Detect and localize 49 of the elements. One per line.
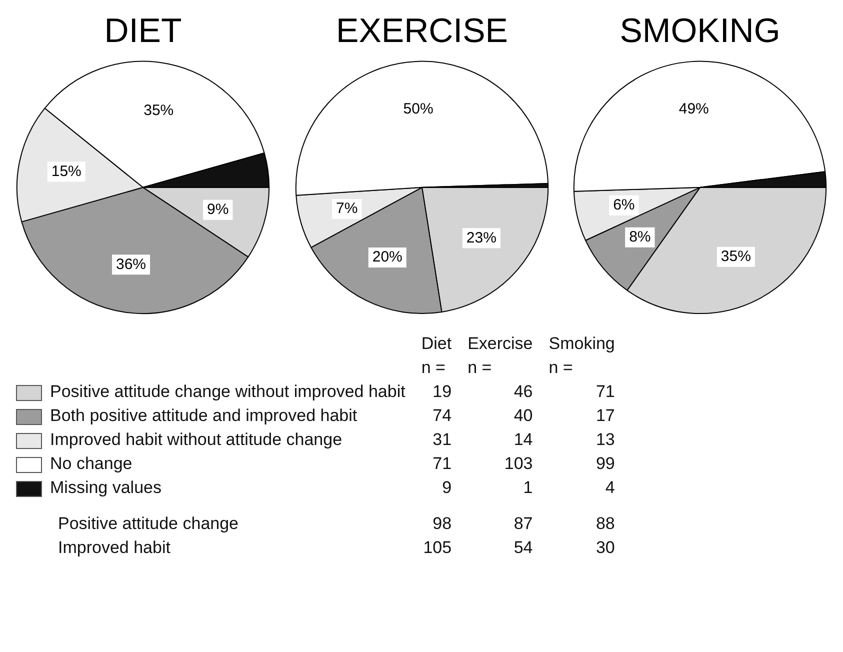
category-label: No change <box>49 453 134 475</box>
data-label: 54 <box>512 537 534 559</box>
text: Smoking <box>548 333 616 355</box>
data-label: 105 <box>422 537 453 559</box>
text: n = <box>548 358 573 377</box>
data-label: 35% <box>720 248 751 265</box>
data-label: 98 <box>432 513 453 535</box>
data-label: 49% <box>678 100 709 118</box>
data-label: 103 <box>503 453 534 475</box>
chart-title: SMOKING <box>620 12 780 50</box>
data-label: 15% <box>51 162 82 180</box>
data-label: 17 <box>594 405 616 427</box>
data-label: 9% <box>207 201 229 218</box>
data-label: 50% <box>402 100 433 118</box>
data-label: 1 <box>522 477 534 499</box>
data-label: 31 <box>432 429 453 451</box>
data-label: 36% <box>116 256 146 273</box>
chart-title: EXERCISE <box>336 12 508 50</box>
chart-title: DIET <box>104 12 182 50</box>
data-label: 74 <box>432 405 453 427</box>
data-label: 14 <box>512 429 534 451</box>
data-label: 23% <box>466 229 496 246</box>
data-label: 8% <box>629 228 651 246</box>
data-label: 20% <box>372 248 402 266</box>
data-label: 99 <box>594 453 616 475</box>
data-label: 7% <box>336 200 358 218</box>
data-label: 46 <box>512 381 534 403</box>
data-label: 88 <box>594 513 616 535</box>
category-label: Improved habit without attitude change <box>49 429 344 451</box>
data-label: 71 <box>432 453 453 475</box>
category-label: Positive attitude change <box>57 513 240 535</box>
data-label: 30 <box>594 537 616 559</box>
category-label: Missing values <box>49 477 162 499</box>
data-label: 4 <box>604 477 616 499</box>
data-label: 13 <box>594 429 616 451</box>
data-label: 19 <box>432 381 453 403</box>
text: Exercise <box>466 333 534 355</box>
data-label: 40 <box>512 405 534 427</box>
data-label: 87 <box>512 513 534 535</box>
data-label: 6% <box>613 196 635 214</box>
category-label: Both positive attitude and improved habit <box>49 405 358 427</box>
text: n = <box>420 357 446 379</box>
data-label: 71 <box>594 381 616 403</box>
text: n = <box>468 358 492 377</box>
category-label: Positive attitude change without improved habit <box>49 381 406 403</box>
data-label: 35% <box>144 102 174 119</box>
text: Diet <box>420 333 453 355</box>
category-label: Improved habit <box>57 537 172 559</box>
data-label: 9 <box>441 477 453 499</box>
